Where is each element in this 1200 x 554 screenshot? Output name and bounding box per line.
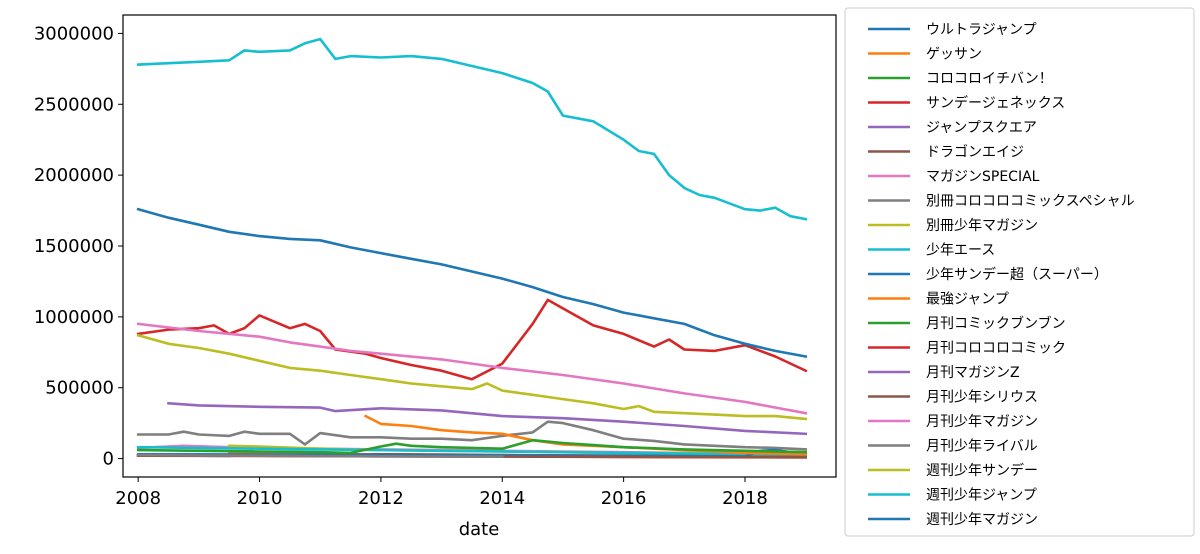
y-axis: 0 500000 1000000 1500000 2000000 2500000 30000…: [34, 23, 123, 470]
legend-label: 月刊コロコロコミック: [926, 341, 1066, 357]
x-tick-label: 2016: [601, 488, 647, 509]
legend-label: 月刊少年マガジン: [926, 414, 1038, 430]
y-tick-label: 2500000: [34, 94, 114, 115]
x-tick-label: 2014: [479, 488, 525, 509]
series-line-13: [136, 438, 808, 455]
legend-label: ウルトラジャンプ: [926, 22, 1037, 38]
legend-label: サンデージェネックス: [926, 95, 1065, 112]
legend-label: 少年サンデー超（スーパー）: [926, 266, 1108, 283]
legend-label: 別冊少年マガジン: [926, 218, 1038, 234]
legend-label: ドラゴンエイジ: [926, 144, 1024, 161]
legend-label: 週刊少年サンデー: [926, 462, 1038, 479]
x-tick-label: 2018: [722, 488, 768, 509]
series-line-14: [136, 298, 808, 381]
legend-label: 月刊コミックブンブン: [926, 315, 1066, 332]
plot-frame: [122, 14, 837, 478]
y-tick-label: 2000000: [34, 165, 114, 186]
legend-label: ジャンプスクエア: [926, 120, 1037, 136]
legend-label: 月刊少年ライバル: [926, 439, 1038, 455]
legend-label: 月刊少年シリウス: [926, 390, 1038, 406]
legend-label: 少年エース: [926, 243, 995, 259]
series-line-12: [363, 414, 808, 456]
series-line-8: [136, 420, 808, 451]
series-line-17: [136, 322, 808, 415]
legend-label: 別冊コロコロコミックスペシャル: [926, 194, 1135, 210]
legend-label: 月刊マガジンZ: [926, 365, 1020, 381]
x-tick-label: 2012: [358, 488, 404, 509]
series-line-10: [136, 445, 808, 456]
y-tick-label: 1500000: [34, 236, 114, 257]
series-line-20: [136, 37, 808, 221]
series-line-18: [136, 453, 504, 458]
x-axis-title: date: [459, 519, 500, 540]
legend-frame: [844, 7, 1195, 537]
y-tick-label: 1000000: [34, 307, 114, 328]
y-tick-label: 0: [103, 449, 114, 470]
series-line-19: [136, 333, 808, 421]
x-tick-label: 2010: [237, 488, 283, 509]
legend-label: 週刊少年マガジン: [926, 512, 1038, 528]
plot-lines: [136, 37, 808, 459]
legend-label: マガジンSPECIAL: [926, 169, 1040, 185]
legend-label: 最強ジャンプ: [926, 292, 1009, 308]
legend-label: 週刊少年ジャンプ: [926, 488, 1037, 504]
series-line-5: [167, 401, 808, 436]
series-line-21: [136, 207, 808, 359]
y-tick-label: 3000000: [34, 23, 114, 44]
legend-label: ゲッサン: [926, 47, 982, 63]
x-axis: 2008 2010 2012 2014 2016 2018: [115, 477, 768, 509]
x-tick-label: 2008: [115, 488, 161, 509]
y-tick-label: 500000: [45, 378, 114, 399]
legend-label: コロコロイチバン！: [926, 71, 1053, 87]
